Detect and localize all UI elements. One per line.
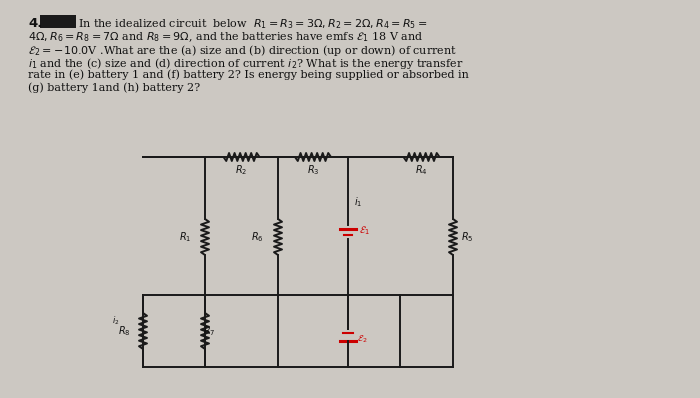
- Text: $i_1$: $i_1$: [354, 195, 363, 209]
- Text: $i_1$ and the (c) size and (d) direction of current $i_2$? What is the energy tr: $i_1$ and the (c) size and (d) direction…: [28, 56, 463, 71]
- Text: $\mathcal{E}_2$: $\mathcal{E}_2$: [357, 333, 368, 345]
- Text: 4.: 4.: [28, 17, 43, 30]
- Text: $\mathcal{E}_2 =\!-\!10.0$V .What are the (a) size and (b) direction (up or down: $\mathcal{E}_2 =\!-\!10.0$V .What are th…: [28, 43, 457, 58]
- Text: $R_6$: $R_6$: [251, 230, 264, 244]
- Text: $i_2$: $i_2$: [111, 315, 119, 327]
- Text: $R_5$: $R_5$: [461, 230, 473, 244]
- FancyBboxPatch shape: [40, 15, 76, 28]
- Text: $R_4$: $R_4$: [415, 163, 428, 177]
- Text: $R_2$: $R_2$: [235, 163, 248, 177]
- Text: $R_8$: $R_8$: [118, 324, 131, 338]
- Text: rate in (e) battery 1 and (f) battery 2? Is energy being supplied or absorbed in: rate in (e) battery 1 and (f) battery 2?…: [28, 69, 469, 80]
- Text: $R_1$: $R_1$: [178, 230, 191, 244]
- Text: $R_7$: $R_7$: [203, 324, 216, 338]
- Text: $4\Omega, R_6 = R_8 = 7\Omega$ and $R_8 = 9\Omega$, and the batteries have emfs : $4\Omega, R_6 = R_8 = 7\Omega$ and $R_8 …: [28, 30, 423, 44]
- Text: In the idealized circuit  below  $R_1 = R_3 = 3\Omega, R_2 = 2\Omega, R_4 = R_5 : In the idealized circuit below $R_1 = R_…: [78, 17, 428, 31]
- Text: $\mathcal{E}_1$: $\mathcal{E}_1$: [359, 224, 370, 237]
- Text: (g) battery 1and (h) battery 2?: (g) battery 1and (h) battery 2?: [28, 82, 200, 93]
- Text: $R_3$: $R_3$: [307, 163, 319, 177]
